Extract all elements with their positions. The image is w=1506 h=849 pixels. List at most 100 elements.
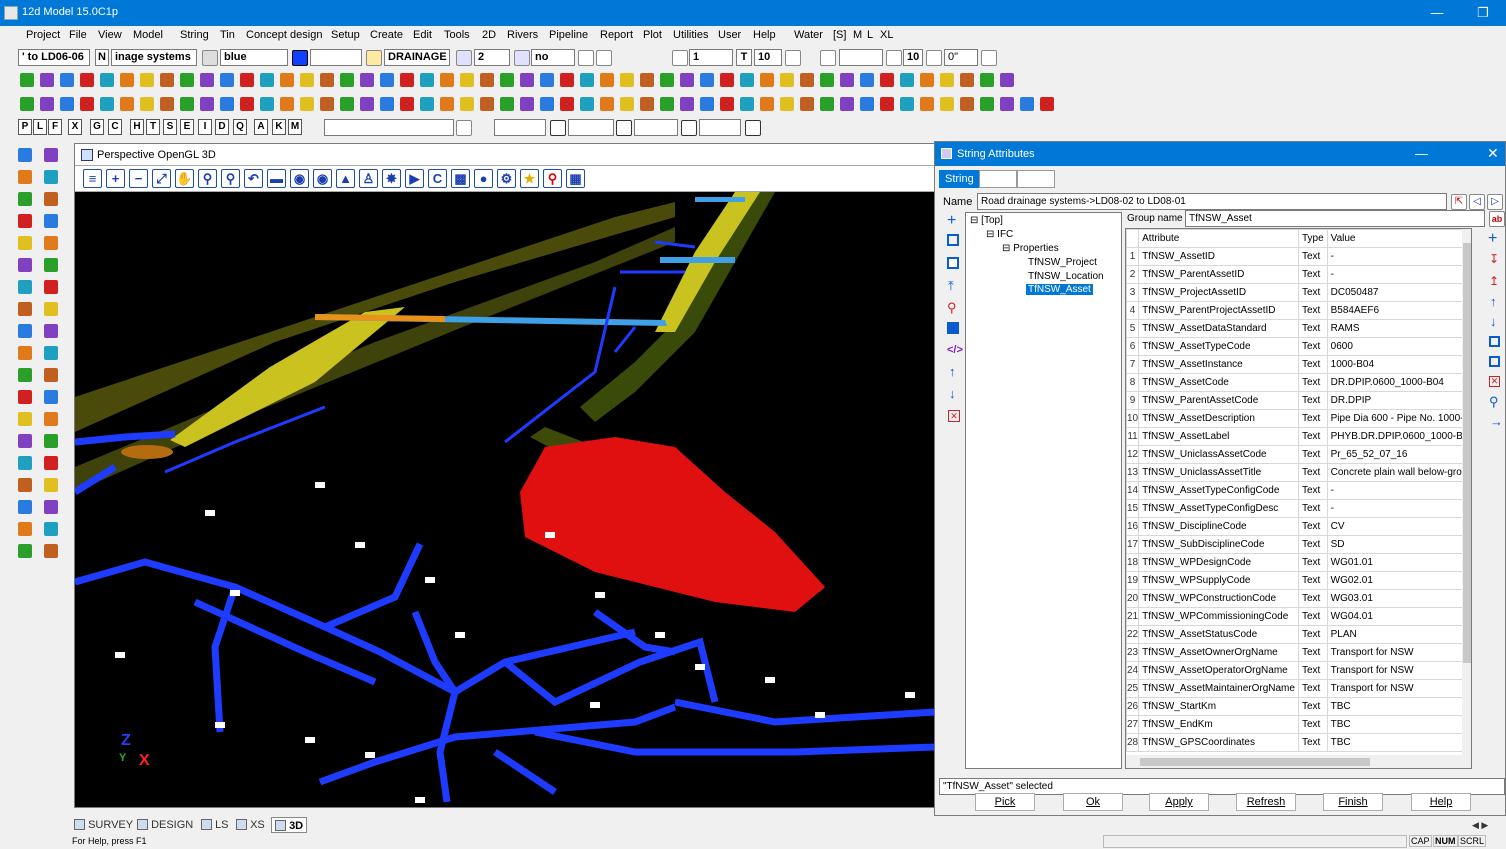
letter-x-button[interactable]: X <box>68 119 82 135</box>
attribute-cell[interactable]: TfNSW_AssetDescription <box>1138 409 1299 428</box>
vertical-scrollbar[interactable] <box>1462 229 1471 768</box>
text-toggle-button[interactable]: T <box>736 49 752 66</box>
coord-field-1[interactable] <box>494 119 546 136</box>
type-cell[interactable]: Text <box>1297 715 1328 734</box>
pan-icon[interactable]: ✋ <box>175 169 194 188</box>
table-row[interactable]: 27 TfNSW_EndKm Text TBC <box>1126 715 1471 734</box>
value-cell[interactable]: Pr_65_52_07_16 <box>1326 445 1471 464</box>
type-cell[interactable]: Text <box>1297 553 1328 572</box>
type-cell[interactable]: Text <box>1297 427 1328 446</box>
attribute-grid[interactable]: Attribute Type Value 1 TfNSW_AssetID Text -… <box>1125 228 1472 769</box>
angle-icon[interactable] <box>886 50 902 66</box>
letter-h-button[interactable]: H <box>130 119 144 135</box>
menu-project[interactable]: Project <box>26 29 61 41</box>
insert-icon[interactable]: ⤒ <box>948 278 954 293</box>
tab-xs[interactable]: XS <box>236 817 265 833</box>
attribute-cell[interactable]: TfNSW_AssetID <box>1138 247 1299 266</box>
table-row[interactable]: 2 TfNSW_ParentAssetID Text - <box>1126 265 1471 284</box>
value-cell[interactable]: WG01.01 <box>1326 553 1471 572</box>
menu-water[interactable]: Water <box>794 29 823 41</box>
type-cell[interactable]: Text <box>1297 265 1328 284</box>
linestyle-icon[interactable] <box>514 50 530 66</box>
attribute-cell[interactable]: TfNSW_AssetMaintainerOrgName <box>1138 679 1299 698</box>
letter-p-button[interactable]: P <box>18 119 32 135</box>
menu-pipeline[interactable]: Pipeline <box>549 29 589 41</box>
value-cell[interactable]: WG02.01 <box>1326 571 1471 590</box>
tin-pick-icon[interactable] <box>202 50 218 66</box>
menu-user[interactable]: User <box>718 29 742 41</box>
menu-icon[interactable]: ≡ <box>83 169 102 188</box>
pick-icon-1[interactable] <box>550 120 566 136</box>
type-cell[interactable]: Text <box>1297 679 1328 698</box>
attribute-cell[interactable]: TfNSW_SubDisciplineCode <box>1138 535 1299 554</box>
type-cell[interactable]: Text <box>1297 337 1328 356</box>
attribute-cell[interactable]: TfNSW_AssetTypeConfigDesc <box>1138 499 1299 518</box>
value-cell[interactable]: DR.DPIP <box>1326 391 1471 410</box>
value-cell[interactable]: DR.DPIP.0600_1000-B04 <box>1326 373 1471 392</box>
attribute-cell[interactable]: TfNSW_AssetCode <box>1138 373 1299 392</box>
magnify-icon[interactable]: ⚲ <box>221 169 240 188</box>
letter-i-button[interactable]: I <box>198 119 212 135</box>
table-row[interactable]: 21 TfNSW_WPCommissioningCode Text WG04.01 <box>1126 607 1471 626</box>
attribute-cell[interactable]: TfNSW_AssetTypeCode <box>1138 337 1299 356</box>
value-cell[interactable]: 0600 <box>1326 337 1471 356</box>
menu-concept-design[interactable]: Concept design <box>246 29 323 41</box>
style-field[interactable]: DRAINAGE <box>384 49 450 66</box>
help-button[interactable]: Help <box>1411 793 1471 811</box>
table-row[interactable]: 20 TfNSW_WPConstructionCode Text WG03.01 <box>1126 589 1471 608</box>
type-cell[interactable]: Text <box>1297 445 1328 464</box>
menu-2d[interactable]: 2D <box>482 29 497 41</box>
menu-tools[interactable]: Tools <box>444 29 470 41</box>
menu-create[interactable]: Create <box>370 29 404 41</box>
tab-blank-1[interactable] <box>979 170 1017 188</box>
menu-size-l[interactable]: L <box>867 29 874 41</box>
value-cell[interactable]: Transport for NSW <box>1326 661 1471 680</box>
move-up-icon[interactable]: ↑ <box>949 364 956 379</box>
coord-field-3[interactable] <box>634 119 678 136</box>
blank-field-1[interactable] <box>310 49 362 66</box>
table-row[interactable]: 3 TfNSW_ProjectAssetID Text DC050487 <box>1126 283 1471 302</box>
table-row[interactable]: 7 TfNSW_AssetInstance Text 1000-B04 <box>1126 355 1471 374</box>
symbol-size-field[interactable]: 10 <box>903 49 923 66</box>
type-cell[interactable]: Text <box>1297 589 1328 608</box>
menu-report[interactable]: Report <box>600 29 634 41</box>
fit-icon[interactable]: ⤢ <box>152 169 171 188</box>
command-field[interactable] <box>324 119 454 136</box>
letter-g-button[interactable]: G <box>90 119 104 135</box>
grid-copy-icon[interactable] <box>1489 336 1500 347</box>
attribute-cell[interactable]: TfNSW_ProjectAssetID <box>1138 283 1299 302</box>
name-pick-icon[interactable]: ⇱ <box>1451 194 1467 210</box>
move-down-icon[interactable]: ↓ <box>949 386 956 401</box>
attribute-cell[interactable]: TfNSW_GPSCoordinates <box>1138 733 1299 752</box>
next-string-icon[interactable]: ▷ <box>1487 194 1503 210</box>
attribute-cell[interactable]: TfNSW_AssetOperatorOrgName <box>1138 661 1299 680</box>
value-cell[interactable]: Pipe Dia 600 - Pipe No. 1000-B04 <box>1326 409 1471 428</box>
header-type[interactable]: Type <box>1297 229 1328 248</box>
value-cell[interactable]: PHYB.DR.DPIP.0600_1000-B04 <box>1326 427 1471 446</box>
table-row[interactable]: 15 TfNSW_AssetTypeConfigDesc Text - <box>1126 499 1471 518</box>
letter-s-button[interactable]: S <box>163 119 177 135</box>
attribute-cell[interactable]: TfNSW_AssetInstance <box>1138 355 1299 374</box>
colour-field[interactable]: blue <box>220 49 288 66</box>
ok-button[interactable]: Ok <box>1063 793 1123 811</box>
table-row[interactable]: 12 TfNSW_UniclassAssetCode Text Pr_65_52_07… <box>1126 445 1471 464</box>
prev-string-icon[interactable]: ◁ <box>1469 194 1485 210</box>
value-cell[interactable]: PLAN <box>1326 625 1471 644</box>
car-icon[interactable]: ▩ <box>451 169 470 188</box>
value-cell[interactable]: - <box>1326 481 1471 500</box>
type-cell[interactable]: Text <box>1297 571 1328 590</box>
letter-l-button[interactable]: L <box>33 119 47 135</box>
table-row[interactable]: 11 TfNSW_AssetLabel Text PHYB.DR.DPIP.0600_… <box>1126 427 1471 446</box>
grid-append-icon[interactable]: ↥ <box>1489 274 1500 288</box>
attribute-cell[interactable]: TfNSW_AssetTypeConfigCode <box>1138 481 1299 500</box>
attribute-cell[interactable]: TfNSW_AssetOwnerOrgName <box>1138 643 1299 662</box>
group-name-field[interactable]: TfNSW_Asset <box>1185 210 1485 227</box>
finish-button[interactable]: Finish <box>1323 793 1383 811</box>
value-cell[interactable]: B584AEF6 <box>1326 301 1471 320</box>
table-row[interactable]: 9 TfNSW_ParentAssetCode Text DR.DPIP <box>1126 391 1471 410</box>
toggle-models-icon[interactable]: ▬ <box>267 169 286 188</box>
type-cell[interactable]: Text <box>1297 301 1328 320</box>
person-icon[interactable]: ♙ <box>359 169 378 188</box>
value-cell[interactable]: WG04.01 <box>1326 607 1471 626</box>
table-row[interactable]: 14 TfNSW_AssetTypeConfigCode Text - <box>1126 481 1471 500</box>
